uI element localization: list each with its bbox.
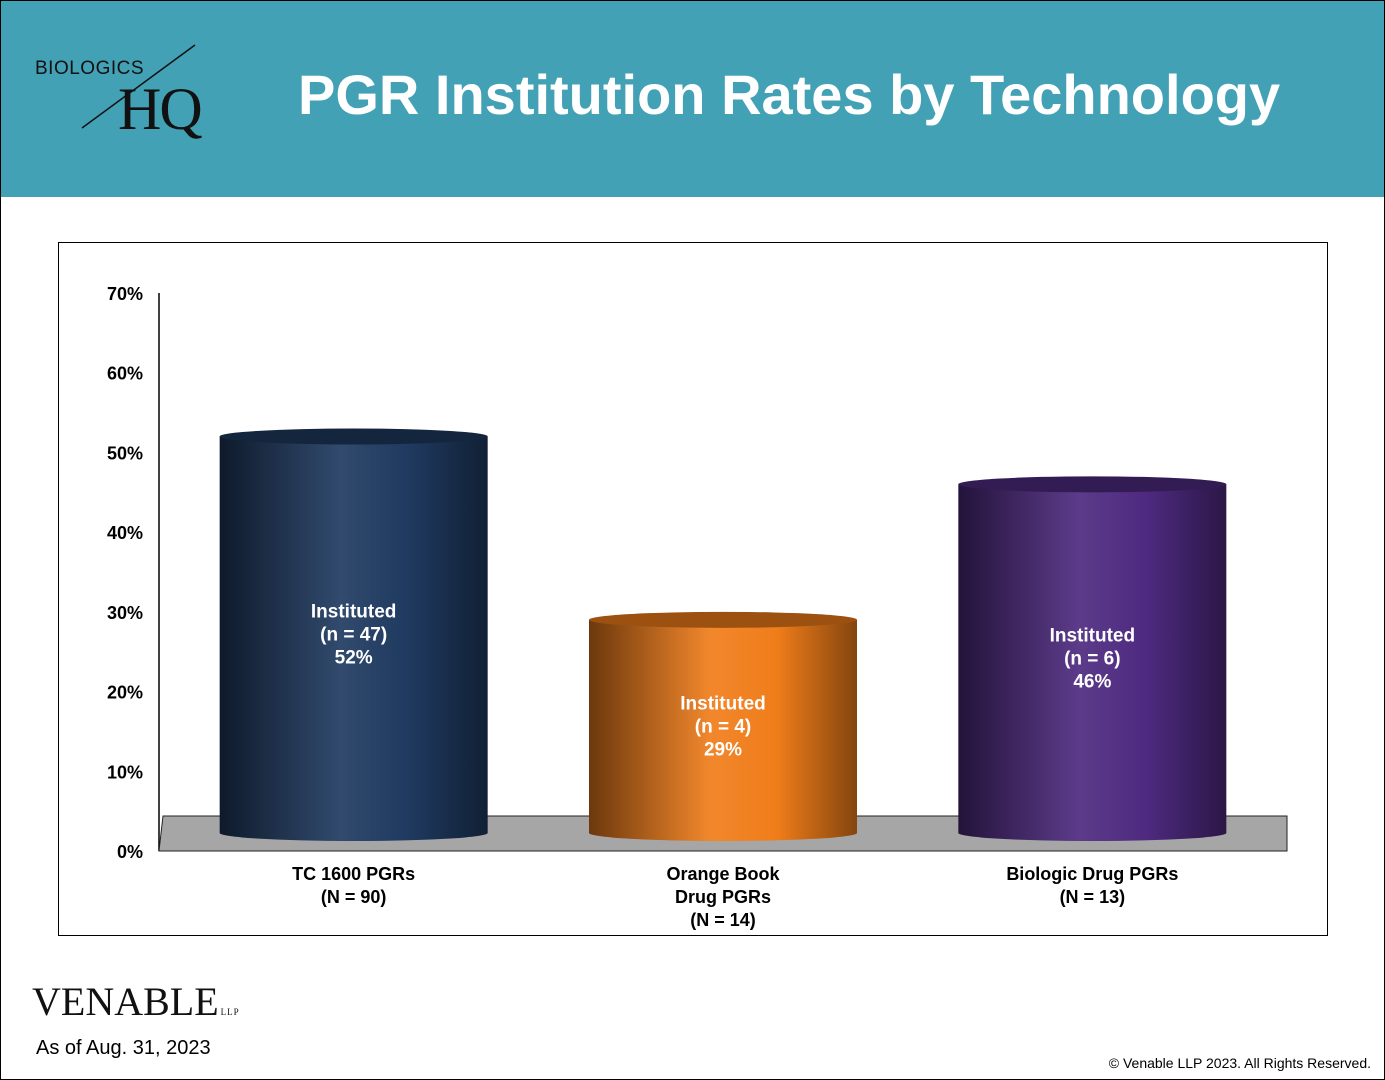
bar-3 xyxy=(958,476,1227,841)
venable-llp: LLP xyxy=(220,1007,240,1017)
as-of-date: As of Aug. 31, 2023 xyxy=(36,1037,211,1059)
logo-slash-icon xyxy=(81,44,196,129)
copyright-notice: © Venable LLP 2023. All Rights Reserved. xyxy=(1108,1055,1371,1071)
bar-top xyxy=(958,476,1227,493)
data-label: Instituted (n = 6) 46% xyxy=(1050,626,1136,693)
bar-body xyxy=(589,619,857,841)
y-tick-label: 60% xyxy=(107,364,143,384)
y-tick-label: 70% xyxy=(107,284,143,304)
logo-text-hq: HQ xyxy=(118,76,203,142)
y-tick-label: 40% xyxy=(107,523,143,543)
x-category-label: Orange Book Drug PGRs (N = 14) xyxy=(666,864,780,930)
chart-frame: 0% 10% 20% 30% 40% 50% 60% 70% Instituted (n = 4… xyxy=(58,242,1328,936)
y-tick-label: 10% xyxy=(107,762,143,782)
bar-2 xyxy=(589,611,857,841)
bar-top xyxy=(219,428,488,445)
bar-body xyxy=(958,484,1227,841)
data-label: Instituted (n = 47) 52% xyxy=(311,602,397,669)
x-category-label: Biologic Drug PGRs (N = 13) xyxy=(1006,864,1178,907)
data-label: Instituted (n = 4) 29% xyxy=(680,693,766,760)
biologics-hq-logo: BIOLOGICS HQ xyxy=(30,40,250,160)
logo-text-top: BIOLOGICS xyxy=(35,58,145,79)
bar-chart: 0% 10% 20% 30% 40% 50% 60% 70% Instituted (n = 4… xyxy=(107,284,1288,930)
x-category-label: TC 1600 PGRs (N = 90) xyxy=(292,864,415,907)
y-tick-label: 50% xyxy=(107,443,143,463)
bar-body xyxy=(219,436,488,841)
header-banner: BIOLOGICS HQ PGR Institution Rates by Te… xyxy=(0,0,1385,197)
venable-logo: VENABLE LLP xyxy=(32,978,240,1025)
y-tick-label: 30% xyxy=(107,603,143,623)
page-title: PGR Institution Rates by Technology xyxy=(298,63,1281,126)
bar-1 xyxy=(219,428,488,841)
venable-brand: VENABLE xyxy=(32,979,219,1024)
y-tick-label: 20% xyxy=(107,683,143,703)
y-tick-label: 0% xyxy=(117,842,143,862)
bar-top xyxy=(589,611,857,628)
